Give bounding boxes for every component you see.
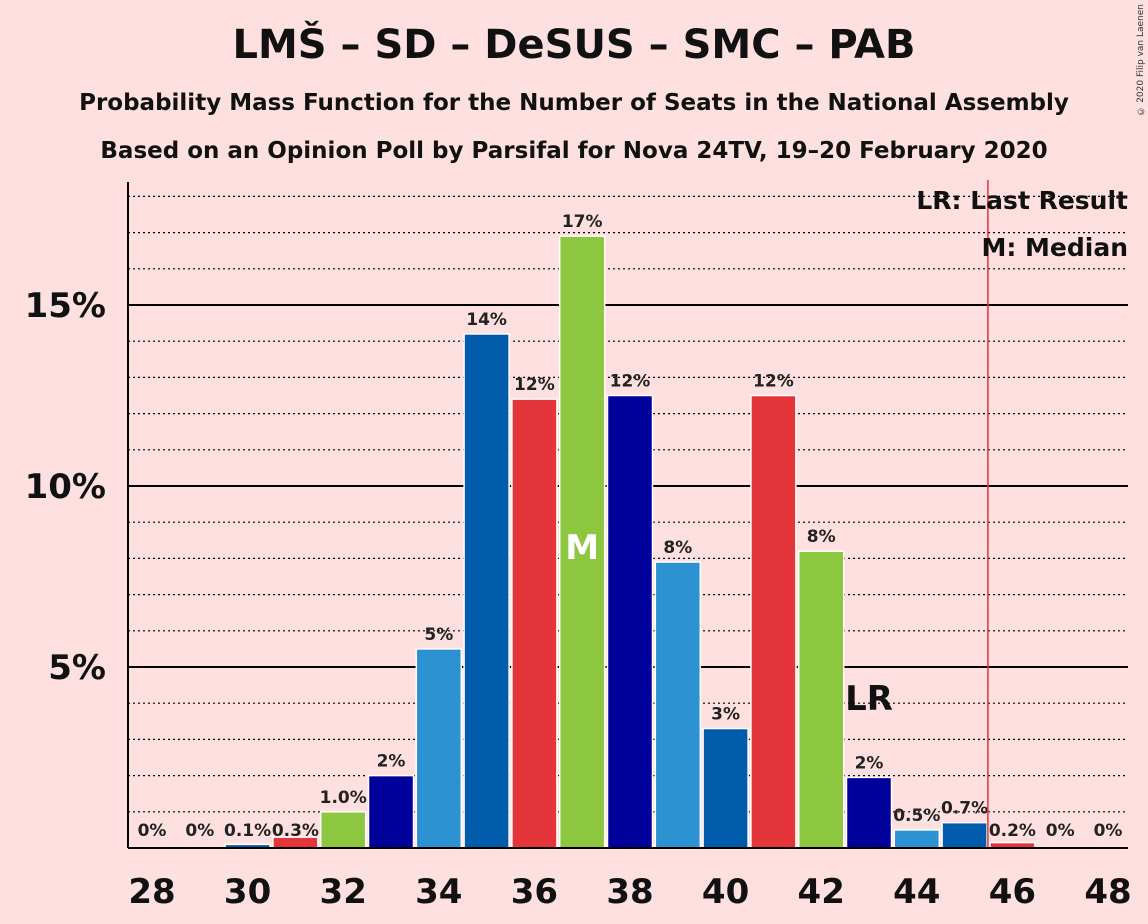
x-tick-label: 30: [224, 872, 271, 912]
chart-subtitle-1: Probability Mass Function for the Number…: [79, 90, 1069, 116]
bar-seat-35: [463, 333, 510, 849]
value-label-seat-41: 12%: [753, 372, 794, 392]
x-tick-label: 34: [415, 872, 462, 912]
x-tick-label: 36: [511, 872, 558, 912]
value-label-seat-39: 8%: [663, 538, 692, 558]
median-marker: M: [565, 528, 599, 568]
value-label-seat-30: 0.1%: [224, 821, 271, 841]
x-tick-label: 46: [989, 872, 1036, 912]
last-result-marker: LR: [845, 679, 893, 719]
x-tick-label: 48: [1084, 872, 1131, 912]
value-label-seat-33: 2%: [377, 752, 406, 772]
x-tick-label: 32: [320, 872, 367, 912]
bar-seat-34: [415, 648, 463, 849]
bar-seat-41: [750, 394, 797, 849]
value-label-seat-35: 14%: [466, 310, 507, 330]
value-label-seat-48: 0%: [1094, 821, 1123, 841]
chart-subtitle-2: Based on an Opinion Poll by Parsifal for…: [100, 138, 1048, 164]
value-label-seat-32: 1.0%: [320, 788, 367, 808]
value-label-seat-36: 12%: [514, 375, 555, 395]
bar-seat-44: [893, 829, 941, 849]
x-tick-label: 40: [702, 872, 749, 912]
x-tick-label: 42: [798, 872, 845, 912]
bar-seat-37: [558, 235, 606, 849]
value-label-seat-37: 17%: [562, 212, 603, 232]
chart-title: LMŠ – SD – DeSUS – SMC – PAB: [232, 22, 916, 68]
y-tick-label: 5%: [48, 648, 106, 688]
bar-seat-40: [702, 727, 749, 849]
bar-seat-43: [845, 776, 893, 849]
legend-last-result: LR: Last Result: [916, 186, 1128, 215]
x-tick-label: 38: [606, 872, 653, 912]
value-label-seat-34: 5%: [424, 625, 453, 645]
y-tick-label: 15%: [25, 286, 106, 326]
y-tick-label: 10%: [25, 467, 106, 507]
bar-seat-45: [941, 821, 988, 849]
value-label-seat-28: 0%: [138, 821, 167, 841]
value-label-seat-46: 0.2%: [989, 821, 1036, 841]
bar-seat-38: [606, 394, 654, 849]
bar-seat-42: [797, 550, 845, 849]
value-label-seat-29: 0%: [185, 821, 214, 841]
value-label-seat-40: 3%: [711, 705, 740, 725]
legend-median: M: Median: [981, 233, 1128, 262]
bar-seat-32: [319, 811, 367, 849]
value-label-seat-43: 2%: [855, 753, 884, 773]
bar-seat-39: [654, 561, 702, 849]
value-label-seat-42: 8%: [807, 527, 836, 547]
value-label-seat-38: 12%: [610, 372, 651, 392]
value-label-seat-45: 0.7%: [941, 799, 988, 819]
bar-seat-33: [367, 774, 415, 849]
value-label-seat-44: 0.5%: [893, 806, 940, 826]
value-label-seat-47: 0%: [1046, 821, 1075, 841]
x-tick-label: 44: [893, 872, 940, 912]
x-tick-label: 28: [128, 872, 175, 912]
value-label-seat-31: 0.3%: [272, 821, 319, 841]
bar-seat-36: [511, 398, 558, 849]
